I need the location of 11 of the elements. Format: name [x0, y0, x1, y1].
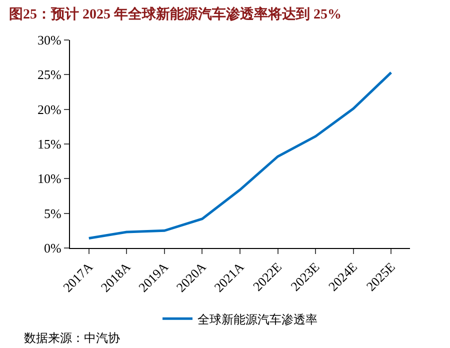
y-tick-label: 10% [38, 171, 62, 186]
chart-title: 图25：预计 2025 年全球新能源汽车渗透率将达到 25% [9, 6, 342, 22]
y-tick-label: 25% [38, 67, 62, 82]
line-series [88, 71, 392, 240]
y-tick-label: 20% [38, 102, 62, 117]
source-note: 数据来源：中汽协 [24, 331, 120, 345]
legend-label: 全球新能源汽车渗透率 [198, 312, 318, 326]
y-tick-label: 15% [38, 136, 62, 152]
y-tick-label: 5% [44, 206, 62, 221]
y-tick-label: 30% [38, 32, 62, 48]
y-tick-label: 0% [44, 240, 62, 256]
